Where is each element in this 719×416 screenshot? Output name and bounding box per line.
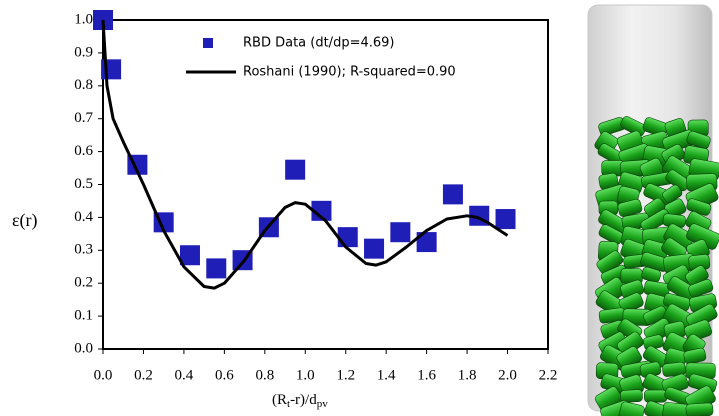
y-tick-label: 0.2 <box>74 275 93 291</box>
data-point <box>206 258 227 279</box>
data-point <box>179 245 200 266</box>
y-tick-label: 1.0 <box>74 11 93 27</box>
y-tick-label: 0.3 <box>74 242 93 258</box>
legend-label: Roshani (1990); R-squared=0.90 <box>243 65 456 80</box>
x-axis-title-part: pv <box>317 398 329 410</box>
x-tick-label: 1.4 <box>377 367 396 383</box>
y-tick-label: 0.6 <box>74 143 93 159</box>
pellet <box>597 143 622 164</box>
legend-label: RBD Data (dt/dp=4.69) <box>243 36 394 51</box>
pellet <box>644 389 668 403</box>
y-tick-label: 0.9 <box>74 44 93 60</box>
x-tick-label: 0.4 <box>175 367 194 383</box>
x-tick-label: 1.0 <box>296 367 315 383</box>
y-tick-label: 0.8 <box>74 77 93 93</box>
pellet <box>619 389 643 403</box>
data-point <box>285 159 306 180</box>
plot: 0.0 0.1 0.2 0.3 0.4 0.5 0.6 0.7 0.8 0.9 1.0 0.0 0.2 0… <box>12 10 557 410</box>
y-axis-title: ε(r) <box>12 210 38 231</box>
pellet <box>662 361 686 377</box>
x-axis-title-part: (R <box>272 392 287 408</box>
pellet-bed <box>594 116 719 416</box>
x-tick-label: 0.0 <box>94 367 113 383</box>
x-tick-label: 1.8 <box>458 367 477 383</box>
y-tick-label: 0.5 <box>74 176 93 192</box>
pellet <box>662 184 683 203</box>
x-axis-title: (Rt-r)/dpv <box>272 392 328 410</box>
y-tick-label: 0.0 <box>74 340 93 356</box>
x-tick-label: 1.6 <box>417 367 436 383</box>
x-tick-label: 1.2 <box>336 367 355 383</box>
pellet <box>620 116 647 137</box>
y-tick-label: 0.4 <box>74 209 93 225</box>
fit-line <box>101 19 509 290</box>
x-axis-title-part: t <box>287 398 290 410</box>
data-point <box>442 184 463 205</box>
data-point <box>364 238 385 259</box>
legend-marker <box>203 38 213 48</box>
x-tick-label: 0.8 <box>255 367 274 383</box>
x-axis-title-part: -r)/d <box>290 392 317 408</box>
pellet <box>683 347 707 365</box>
data-point <box>311 200 332 221</box>
pellet <box>688 279 714 298</box>
x-tick-label: 2.0 <box>498 367 517 383</box>
y-tick-label: 0.1 <box>74 308 93 324</box>
x-tick-label: 0.2 <box>134 367 153 383</box>
pellet <box>686 130 711 150</box>
x-tick-label: 0.6 <box>215 367 234 383</box>
pellet <box>640 208 671 233</box>
data-point <box>390 222 411 243</box>
x-tick-label: 2.2 <box>539 367 558 383</box>
data-point <box>337 227 358 248</box>
y-tick-label: 0.7 <box>74 110 93 126</box>
data-point <box>495 209 516 230</box>
pellet <box>617 198 643 217</box>
data-point <box>416 232 437 253</box>
pellet <box>685 402 714 416</box>
